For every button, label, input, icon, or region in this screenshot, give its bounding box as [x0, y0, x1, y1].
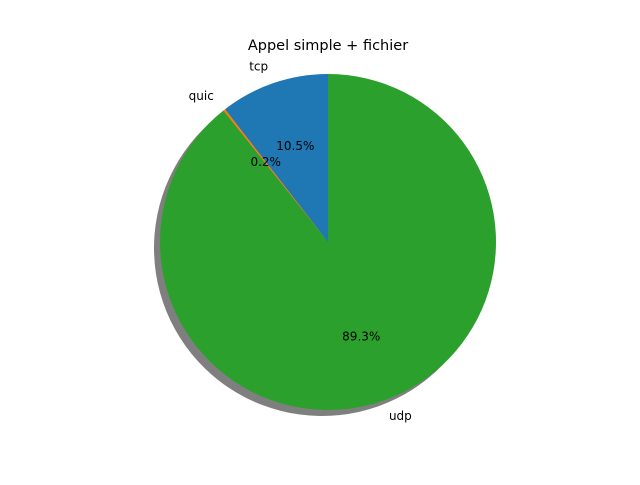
slice-label-udp: udp — [389, 409, 412, 423]
slice-label-quic: quic — [189, 89, 214, 103]
slice-label-tcp: tcp — [249, 60, 268, 74]
pie-slices — [160, 74, 497, 410]
pie-slice-tcp — [225, 74, 328, 242]
pie-slice-udp — [160, 74, 497, 410]
percent-label-tcp: 10.5% — [276, 139, 314, 153]
percent-label-udp: 89.3% — [342, 330, 380, 344]
pie-slice-quic — [223, 109, 328, 242]
chart-title: Appel simple + fichier — [248, 38, 408, 54]
pie-labels: tcp 10.5% quic 0.2% udp 89.3% — [189, 60, 412, 423]
percent-label-quic: 0.2% — [250, 155, 281, 169]
